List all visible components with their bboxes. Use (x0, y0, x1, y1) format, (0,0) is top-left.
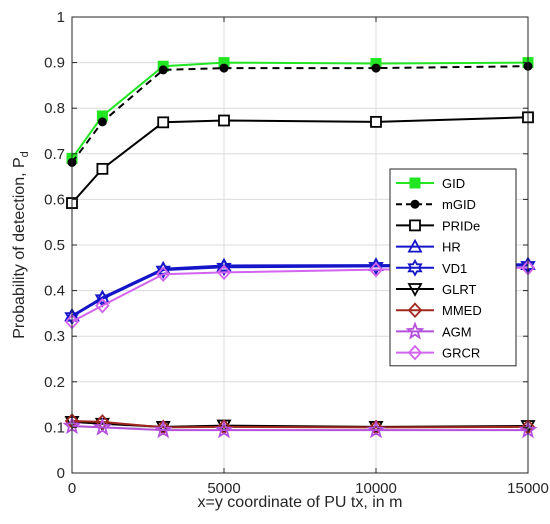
legend-label: GID (442, 176, 465, 191)
legend-entry-pride: PRIDe (396, 218, 480, 233)
legend-entry-grcr: GRCR (396, 344, 480, 361)
legend-entry-hr: HR (396, 238, 461, 255)
legend-marker (407, 283, 423, 297)
legend-marker (410, 199, 420, 209)
data-point-agm (214, 420, 234, 439)
data-point-vd1 (368, 257, 384, 276)
series-mgid (67, 61, 533, 167)
x-tick-label: 10000 (355, 480, 397, 497)
x-tick-label: 5000 (207, 480, 240, 497)
y-tick-label: 0.9 (44, 55, 65, 72)
data-point-grcr (155, 266, 171, 283)
legend-entry-gid: GID (396, 176, 465, 191)
legend-label: HR (442, 240, 461, 255)
y-tick-label: 0.8 (44, 100, 65, 117)
x-tick-label: 15000 (507, 480, 549, 497)
legend-entry-vd1: VD1 (396, 258, 467, 277)
y-tick-label: 0.6 (44, 191, 65, 208)
y-axis-label-main: Probability of detection, P (11, 157, 28, 338)
legend-label: GRCR (442, 346, 480, 361)
data-point-agm (366, 420, 386, 439)
legend-label: AGM (442, 324, 472, 339)
legend-label: MMED (442, 303, 482, 318)
data-point-mgid (97, 117, 107, 127)
data-point-pride (96, 162, 109, 175)
legend-label: PRIDe (442, 218, 480, 233)
legend-label: GLRT (442, 282, 476, 297)
y-tick-label: 1 (57, 9, 65, 26)
data-point-agm (153, 420, 173, 439)
y-tick-label: 0.5 (44, 237, 65, 254)
data-point-pride (157, 116, 170, 129)
series-line-mgid (71, 65, 529, 164)
series-line-gid (71, 61, 529, 159)
legend-marker (407, 238, 423, 253)
y-tick-label: 0.1 (44, 419, 65, 436)
y-axis-label: Probability of detection, Pd (11, 151, 31, 339)
legend-marker (409, 177, 421, 189)
y-tick-label: 0.7 (44, 146, 65, 163)
x-axis-label: x=y coordinate of PU tx, in m (198, 494, 403, 511)
legend-marker (407, 344, 423, 361)
data-point-pride (370, 115, 382, 128)
legend-entry-glrt: GLRT (396, 282, 476, 297)
y-tick-label: 0.2 (44, 374, 65, 391)
data-point-grcr (368, 261, 384, 278)
y-tick-label: 0.4 (44, 283, 65, 300)
legend-entry-mgid: mGID (396, 197, 476, 212)
data-point-mgid (219, 63, 229, 73)
y-axis-label-subscript: d (19, 151, 31, 157)
legend-marker (407, 258, 423, 277)
data-point-vd1 (155, 261, 171, 279)
x-tick-label: 0 (68, 480, 76, 497)
data-point-mgid (371, 63, 381, 73)
legend-marker (405, 321, 425, 340)
legend-marker (407, 302, 423, 319)
legend-label: mGID (442, 197, 476, 212)
legend-label: VD1 (442, 261, 467, 276)
data-point-vd1 (216, 258, 232, 277)
data-point-agm (92, 417, 112, 436)
data-point-pride (218, 114, 230, 127)
legend-entry-agm: AGM (396, 321, 472, 340)
y-tick-label: 0 (57, 465, 65, 482)
axis-ticks: 0 0.1 0.2 0.3 0.4 0.5 0.6 0.7 0.8 0.9 1 0 5000 10000 1… (44, 9, 549, 497)
legend-entry-mmed: MMED (396, 302, 482, 319)
legend: GID mGID PRIDe HR VD1 GLRT MMED AGM GRCR (389, 168, 517, 367)
y-tick-label: 0.3 (44, 328, 65, 345)
data-point-hr (216, 257, 232, 272)
data-point-grcr (216, 264, 232, 281)
data-point-mgid (158, 65, 168, 75)
series-agm (62, 416, 538, 439)
data-point-grcr (95, 297, 110, 314)
data-point-mmed (95, 414, 110, 430)
legend-marker (409, 219, 421, 232)
